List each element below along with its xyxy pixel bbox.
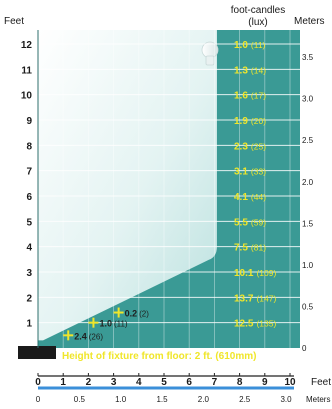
illuminance-fc-label: 3.1	[234, 167, 248, 178]
floor-point: 2.4 (26)	[63, 330, 103, 341]
x-tick-feet-label: 10	[284, 377, 296, 388]
x-tick-feet-label: 5	[161, 377, 167, 388]
y-tick-feet-label: 8	[26, 141, 32, 152]
y-tick-meters-label: 2.5	[302, 136, 314, 145]
fixture-block	[18, 346, 56, 359]
x-tick-meters-label: 1.5	[156, 395, 168, 404]
y-tick-meters-label: 3.0	[302, 95, 314, 104]
y-tick-feet-label: 11	[21, 65, 32, 76]
illuminance-lux-label: (147)	[256, 293, 276, 303]
x-tick-feet-label: 7	[212, 377, 218, 388]
x-tick-feet-label: 2	[86, 377, 92, 388]
y-tick-meters-label: 1.5	[302, 219, 314, 228]
illuminance-lux-label: (33)	[251, 167, 266, 177]
illuminance-lux-label: (59)	[251, 217, 266, 227]
y-tick-feet-label: 4	[26, 243, 32, 254]
y-tick-feet-label: 9	[26, 116, 32, 127]
illuminance-fc-label: 2.3	[234, 141, 248, 152]
x-tick-meters-label: 2.0	[198, 395, 210, 404]
light-beam-area	[38, 30, 217, 341]
x-tick-feet-label: 1	[60, 377, 66, 388]
y-tick-meters-label: 3.5	[302, 53, 314, 62]
x-axis-feet-unit: Feet	[311, 377, 331, 388]
x-tick-meters-label: 1.0	[115, 395, 127, 404]
y-tick-feet-label: 7	[26, 167, 32, 178]
lamp-base-icon	[205, 55, 215, 66]
x-tick-meters-label: 0	[36, 395, 41, 404]
y-axis-feet-unit: Feet	[4, 16, 24, 27]
y-tick-feet-label: 1	[26, 319, 32, 330]
illuminance-lux-label: (109)	[256, 268, 276, 278]
floor-point-fc-label: 0.2	[125, 309, 138, 319]
x-tick-meters-label: 2.5	[239, 395, 251, 404]
y-tick-feet-label: 3	[26, 268, 32, 279]
floor-point-lux-label: (26)	[89, 332, 104, 341]
floor-point-fc-label: 1.0	[99, 319, 112, 329]
x-tick-feet-label: 9	[262, 377, 268, 388]
illuminance-lux-label: (14)	[251, 65, 266, 75]
floor-point: 1.0 (11)	[88, 317, 128, 329]
x-tick-meters-label: 3.0	[280, 395, 292, 404]
illuminance-lux-label: (81)	[251, 243, 266, 253]
y-tick-meters-label: 0.5	[302, 302, 314, 311]
x-tick-feet-label: 4	[136, 377, 142, 388]
illuminance-fc-label: 7.5	[234, 243, 248, 254]
illuminance-fc-label: 4.1	[234, 192, 248, 203]
illuminance-fc-label: 12.5	[234, 319, 254, 330]
x-tick-feet-label: 8	[237, 377, 243, 388]
illuminance-lux-label: (44)	[251, 192, 266, 202]
y-tick-feet-label: 5	[26, 217, 32, 228]
illuminance-fc-label: 1.3	[234, 65, 248, 76]
floor-point-fc-label: 2.4	[74, 331, 87, 341]
illuminance-fc-label: 1.0	[234, 40, 248, 51]
illuminance-header: foot-candles	[231, 5, 285, 16]
y-tick-feet-label: 2	[26, 293, 32, 304]
y-axis-meters-unit: Meters	[294, 16, 325, 27]
illuminance-fc-label: 1.9	[234, 116, 248, 127]
x-axis-meters-unit: Meters	[306, 395, 330, 404]
illuminance-fc-label: 5.5	[234, 217, 248, 228]
y-tick-feet-label: 12	[21, 40, 33, 51]
fixture-height-note: Height of fixture from floor: 2 ft. (610…	[62, 351, 256, 362]
x-tick-feet-label: 0	[35, 377, 41, 388]
x-tick-feet-label: 3	[111, 377, 117, 388]
y-tick-feet-label: 6	[26, 192, 32, 203]
illuminance-lux-label: (20)	[251, 116, 266, 126]
x-tick-feet-label: 6	[186, 377, 192, 388]
floor-point-lux-label: (11)	[114, 320, 128, 329]
illuminance-lux-label: (17)	[251, 91, 266, 101]
illuminance-fc-label: 10.1	[234, 268, 254, 279]
y-tick-meters-label: 1.0	[302, 261, 314, 270]
illuminance-header-units: (lux)	[248, 17, 267, 28]
y-tick-meters-label: 2.0	[302, 178, 314, 187]
x-tick-meters-label: 0.5	[74, 395, 86, 404]
illuminance-lux-label: (135)	[256, 319, 276, 329]
floor-point-lux-label: (2)	[139, 310, 149, 319]
y-tick-meters-label: 0	[302, 344, 307, 353]
illuminance-fc-label: 13.7	[234, 293, 254, 304]
floor-point: 0.2 (2)	[113, 307, 149, 319]
illuminance-fc-label: 1.6	[234, 91, 248, 102]
y-tick-feet-label: 10	[21, 91, 33, 102]
illuminance-lux-label: (25)	[251, 141, 266, 151]
illuminance-lux-label: (11)	[251, 40, 266, 50]
